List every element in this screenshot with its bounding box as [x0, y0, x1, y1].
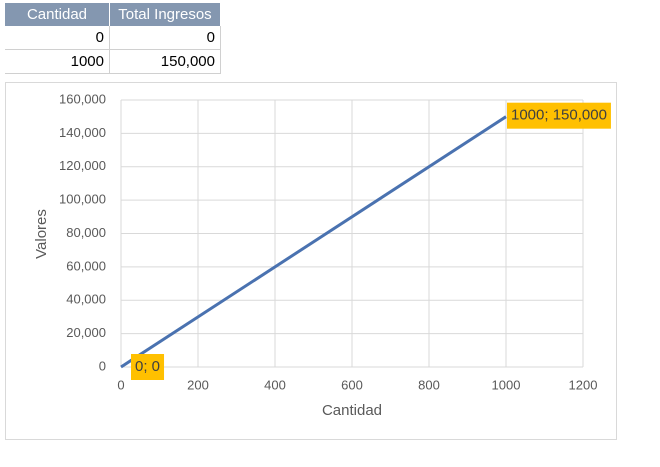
y-tick-label: 40,000 — [66, 292, 106, 307]
data-label-bg — [507, 102, 611, 129]
y-tick-label: 60,000 — [66, 258, 106, 273]
y-tick-label: 160,000 — [59, 91, 106, 106]
y-axis-label: Valores — [33, 209, 50, 259]
chart-frame — [5, 82, 617, 440]
y-tick-label: 0 — [99, 358, 106, 373]
data-line — [120, 115, 507, 369]
table-row: 0 0 — [5, 26, 221, 50]
y-tick-label: 140,000 — [59, 125, 106, 140]
cell: 0 — [109, 26, 221, 50]
x-tick-label: 600 — [341, 377, 363, 392]
y-tick-label: 20,000 — [66, 325, 106, 340]
x-tick-label: 1200 — [569, 377, 598, 392]
header-cell: Cantidad — [5, 3, 110, 26]
cell: 150,000 — [109, 49, 221, 74]
table-header: Cantidad Total Ingresos — [5, 3, 221, 26]
y-tick-label: 120,000 — [59, 158, 106, 173]
data-table: Cantidad Total Ingresos 0 0 1000 150,000 — [5, 3, 221, 74]
header-cell: Total Ingresos — [109, 3, 221, 26]
data-label: 1000; 150,000 — [511, 107, 607, 124]
x-tick-label: 400 — [264, 377, 286, 392]
y-tick-label: 80,000 — [66, 225, 106, 240]
table-row: 1000 150,000 — [5, 49, 221, 74]
x-tick-label: 200 — [187, 377, 209, 392]
data-label-bg — [131, 354, 165, 380]
data-label: 0; 0 — [135, 358, 160, 375]
x-axis-label: Cantidad — [322, 402, 382, 419]
x-tick-label: 1000 — [492, 377, 521, 392]
cell: 1000 — [5, 49, 110, 74]
x-tick-label: 0 — [117, 377, 124, 392]
y-tick-label: 100,000 — [59, 192, 106, 207]
x-tick-label: 800 — [418, 377, 440, 392]
cell: 0 — [5, 26, 110, 50]
